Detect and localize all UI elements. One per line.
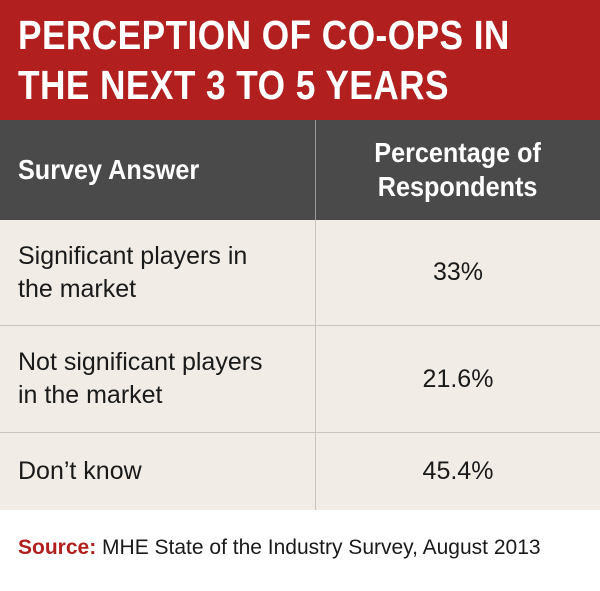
percentage-value: 33% bbox=[432, 258, 484, 286]
percentage-value: 21.6% bbox=[422, 364, 494, 393]
source-text: MHE State of the Industry Survey, August… bbox=[102, 536, 541, 559]
answer-cell: Not significant players in the market bbox=[0, 326, 315, 432]
answer-line-2: in the market bbox=[18, 381, 163, 409]
source-note: Source: MHE State of the Industry Survey… bbox=[18, 534, 541, 562]
answer-cell: Significant players in the market bbox=[0, 220, 315, 325]
table-row: Not significant players in the market 21… bbox=[0, 326, 600, 433]
answer-line-2: the market bbox=[18, 274, 137, 303]
title-line-2: THE NEXT 3 TO 5 YEARS bbox=[18, 62, 449, 108]
title-line-1: PERCEPTION OF CO-OPS IN bbox=[18, 12, 510, 58]
table-row: Significant players in the market 33% bbox=[0, 220, 600, 326]
answer-text: Not significant players in the market bbox=[18, 346, 263, 412]
answer-text: Don’t know bbox=[18, 457, 142, 485]
answer-text: Significant players in the market bbox=[18, 240, 247, 306]
header-percentage-line-2: Respondents bbox=[378, 171, 538, 202]
header-percentage-line-1: Percentage of bbox=[374, 137, 542, 168]
header-survey-answer: Survey Answer bbox=[0, 120, 315, 220]
survey-table: Survey Answer Percentage of Respondents … bbox=[0, 120, 600, 510]
header-survey-answer-label: Survey Answer bbox=[18, 154, 200, 185]
header-percentage: Percentage of Respondents bbox=[315, 120, 600, 220]
answer-line-1: Significant players in bbox=[18, 241, 248, 270]
answer-line-1: Not significant players bbox=[18, 348, 263, 376]
percentage-cell: 33% bbox=[315, 220, 600, 325]
table-header-row: Survey Answer Percentage of Respondents bbox=[0, 120, 600, 220]
header-percentage-label: Percentage of Respondents bbox=[375, 136, 542, 204]
percentage-cell: 21.6% bbox=[315, 326, 600, 432]
title-banner: PERCEPTION OF CO-OPS IN THE NEXT 3 TO 5 … bbox=[0, 0, 600, 120]
percentage-cell: 45.4% bbox=[315, 433, 600, 510]
percentage-value: 45.4% bbox=[422, 457, 494, 485]
source-label: Source: bbox=[18, 536, 97, 559]
answer-cell: Don’t know bbox=[0, 433, 315, 510]
table-row: Don’t know 45.4% bbox=[0, 433, 600, 510]
